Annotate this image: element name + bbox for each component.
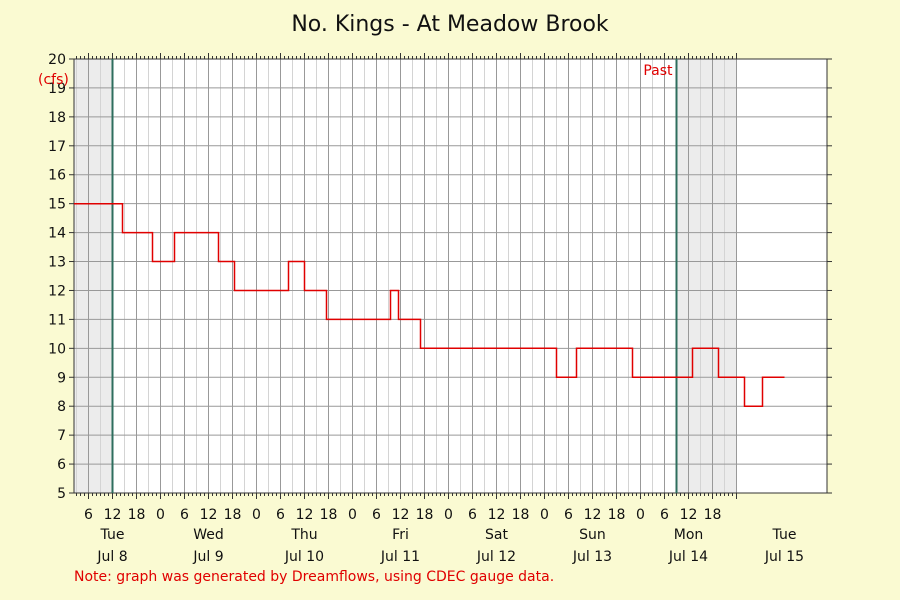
footnote: Note: graph was generated by Dreamflows,… xyxy=(74,569,555,585)
y-tick-label: 12 xyxy=(48,283,66,299)
x-tick-label: 12 xyxy=(584,507,602,523)
x-tick-label: 6 xyxy=(276,507,285,523)
y-tick-label: 8 xyxy=(57,399,66,415)
y-tick-label: 9 xyxy=(57,370,66,386)
y-tick-label: 11 xyxy=(48,312,66,328)
date-label: Jul 9 xyxy=(192,549,223,565)
x-tick-label: 12 xyxy=(104,507,122,523)
day-label: Tue xyxy=(772,527,797,543)
date-label: Jul 14 xyxy=(668,549,708,565)
date-label: Jul 15 xyxy=(764,549,804,565)
x-tick-label: 12 xyxy=(488,507,506,523)
x-tick-label: 18 xyxy=(416,507,434,523)
y-tick-label: 20 xyxy=(48,52,66,68)
y-tick-label: 18 xyxy=(48,110,66,126)
date-label: Jul 13 xyxy=(572,549,612,565)
date-label: Jul 8 xyxy=(96,549,127,565)
day-label: Thu xyxy=(290,527,317,543)
x-tick-label: 0 xyxy=(540,507,549,523)
x-tick-label: 12 xyxy=(200,507,218,523)
past-label: Past xyxy=(643,63,673,79)
day-label: Fri xyxy=(392,527,409,543)
y-tick-label: 16 xyxy=(48,168,66,184)
x-tick-label: 0 xyxy=(252,507,261,523)
y-tick-label: 7 xyxy=(57,428,66,444)
x-tick-label: 0 xyxy=(636,507,645,523)
y-axis-label: (cfs) xyxy=(38,72,69,88)
shaded-region xyxy=(676,59,737,493)
x-tick-label: 18 xyxy=(704,507,722,523)
x-tick-label: 0 xyxy=(348,507,357,523)
x-tick-label: 6 xyxy=(468,507,477,523)
x-tick-label: 18 xyxy=(224,507,242,523)
day-label: Wed xyxy=(193,527,224,543)
x-tick-label: 18 xyxy=(320,507,338,523)
y-tick-label: 17 xyxy=(48,139,66,155)
x-tick-label: 18 xyxy=(608,507,626,523)
x-tick-label: 18 xyxy=(512,507,530,523)
chart-title: No. Kings - At Meadow Brook xyxy=(291,12,609,37)
x-tick-label: 6 xyxy=(84,507,93,523)
x-tick-label: 0 xyxy=(156,507,165,523)
day-label: Sat xyxy=(485,527,508,543)
x-tick-label: 0 xyxy=(444,507,453,523)
x-tick-label: 6 xyxy=(372,507,381,523)
x-tick-label: 6 xyxy=(660,507,669,523)
y-tick-label: 6 xyxy=(57,457,66,473)
plot-frame xyxy=(73,58,828,494)
y-tick-label: 10 xyxy=(48,341,66,357)
x-tick-label: 6 xyxy=(564,507,573,523)
series-line xyxy=(74,202,785,407)
x-tick-label: 12 xyxy=(296,507,314,523)
y-tick-label: 19 xyxy=(48,81,66,97)
x-tick-label: 12 xyxy=(680,507,698,523)
day-label: Tue xyxy=(100,527,125,543)
x-tick-label: 12 xyxy=(392,507,410,523)
y-tick-label: 14 xyxy=(48,226,66,242)
shaded-region xyxy=(74,59,113,493)
date-label: Jul 11 xyxy=(380,549,420,565)
x-tick-label: 18 xyxy=(128,507,146,523)
y-tick-label: 15 xyxy=(48,197,66,213)
y-tick-label: 5 xyxy=(57,486,66,502)
day-label: Sun xyxy=(579,527,606,543)
y-tick-label: 13 xyxy=(48,255,66,271)
day-label: Mon xyxy=(674,527,704,543)
date-label: Jul 12 xyxy=(476,549,516,565)
date-label: Jul 10 xyxy=(284,549,324,565)
x-tick-label: 6 xyxy=(180,507,189,523)
